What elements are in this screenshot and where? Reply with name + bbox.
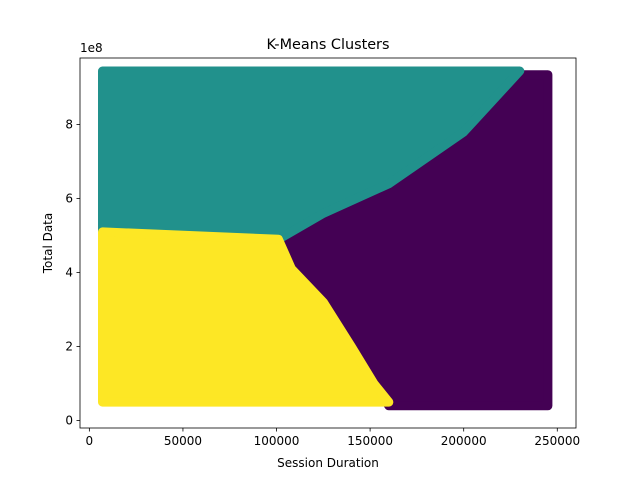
cluster-layer bbox=[98, 66, 553, 411]
x-axis-label: Session Duration bbox=[277, 456, 379, 470]
x-tick-label: 50000 bbox=[164, 434, 202, 448]
cluster-region-1 bbox=[98, 66, 525, 244]
cluster-region-2 bbox=[98, 227, 394, 407]
x-tick-label: 250000 bbox=[534, 434, 580, 448]
y-tick-label: 6 bbox=[65, 192, 73, 206]
y-tick-label: 2 bbox=[65, 340, 73, 354]
x-tick-label: 200000 bbox=[441, 434, 487, 448]
chart-title: K-Means Clusters bbox=[267, 37, 390, 53]
y-tick-label: 4 bbox=[65, 266, 73, 280]
x-tick-label: 100000 bbox=[254, 434, 300, 448]
plot-frame bbox=[79, 57, 577, 429]
y-axis-label: Total Data bbox=[41, 213, 55, 275]
y-tick-label: 0 bbox=[65, 414, 73, 428]
x-tick-label: 150000 bbox=[347, 434, 393, 448]
x-axis: 0 50000 100000 150000 200000 250000 bbox=[86, 428, 580, 448]
y-axis: 0 2 4 6 8 bbox=[65, 118, 80, 428]
y-offset-label: 1e8 bbox=[80, 41, 103, 55]
y-tick-label: 8 bbox=[65, 118, 73, 132]
x-tick-label: 0 bbox=[86, 434, 94, 448]
